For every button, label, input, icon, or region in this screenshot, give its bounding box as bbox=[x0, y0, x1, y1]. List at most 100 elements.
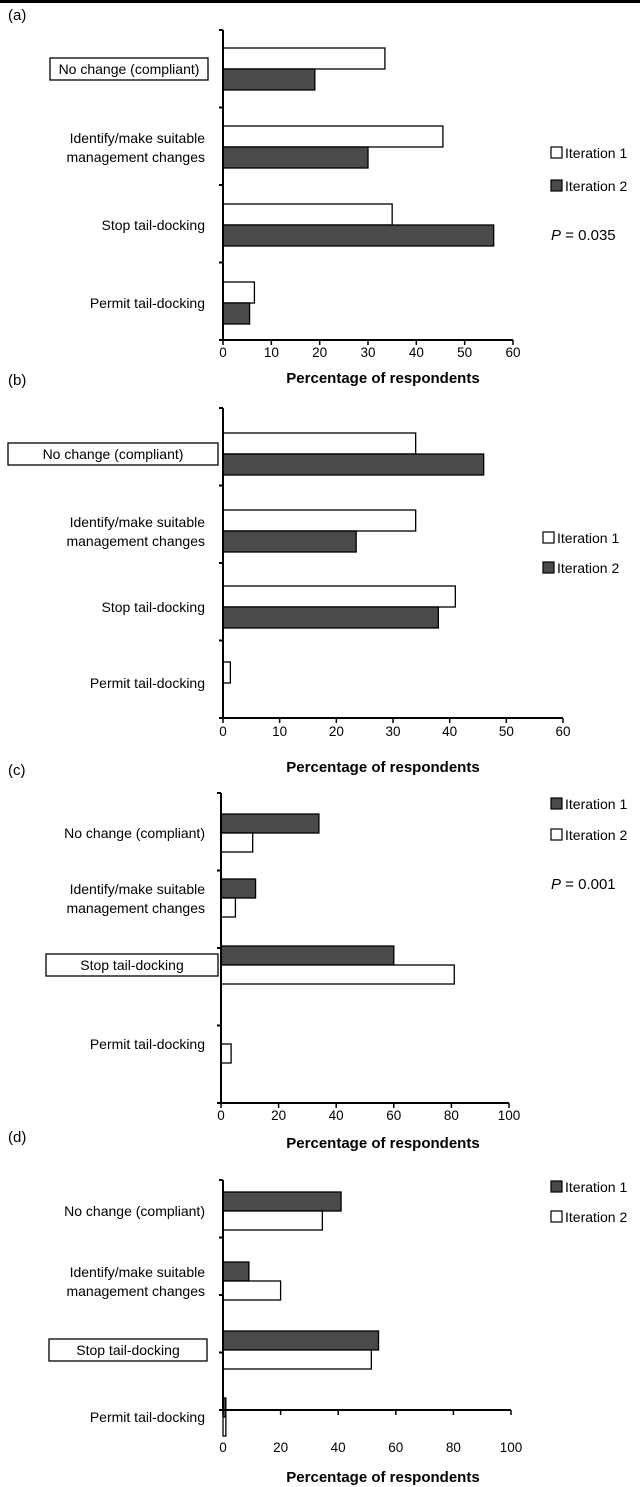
panel-label: (d) bbox=[8, 1129, 26, 1146]
category-label: Stop tail-docking bbox=[76, 1342, 180, 1358]
bar bbox=[222, 432, 417, 455]
legend-swatch bbox=[550, 797, 563, 810]
x-tick-label: 40 bbox=[331, 1440, 346, 1455]
bar bbox=[220, 945, 395, 966]
category-label-line: Permit tail-docking bbox=[90, 675, 205, 691]
category-label: Permit tail-docking bbox=[90, 295, 205, 311]
category-label: No change (compliant) bbox=[64, 1203, 205, 1219]
x-tick-label: 40 bbox=[329, 1108, 344, 1123]
chart-panel-d: (d) No change (compliant) Identify/make su… bbox=[8, 1129, 627, 1486]
category-label-line: No change (compliant) bbox=[64, 1203, 205, 1219]
legend-entry: Iteration 1 bbox=[565, 145, 627, 161]
x-axis-title: Percentage of respondents bbox=[286, 759, 479, 776]
bar bbox=[222, 453, 485, 476]
x-tick-label: 50 bbox=[457, 345, 472, 360]
legend-swatch bbox=[550, 179, 563, 192]
p-value-annotation: P = 0.001 bbox=[551, 876, 616, 893]
x-tick-label: 0 bbox=[219, 1440, 227, 1455]
category-label: Identify/make suitable management changes bbox=[66, 881, 205, 916]
bar bbox=[222, 224, 495, 247]
category-label-line: Permit tail-docking bbox=[90, 1036, 205, 1052]
legend-entry: Iteration 2 bbox=[565, 1209, 627, 1225]
bar bbox=[222, 146, 369, 169]
category-label: No change (compliant) bbox=[59, 61, 200, 77]
bar bbox=[222, 302, 251, 325]
bar bbox=[222, 47, 386, 70]
x-tick-label: 60 bbox=[505, 345, 520, 360]
x-axis-title: Percentage of respondents bbox=[286, 370, 479, 387]
category-label: No change (compliant) bbox=[43, 446, 184, 462]
panel-label: (c) bbox=[8, 762, 26, 779]
x-axis-title: Percentage of respondents bbox=[286, 1469, 479, 1486]
category-label: Identify/make suitable management changes bbox=[66, 1264, 205, 1299]
legend-swatch bbox=[550, 1180, 563, 1193]
category-label-line: Identify/make suitable bbox=[70, 881, 206, 897]
x-tick-label: 20 bbox=[329, 724, 344, 739]
x-tick-label: 30 bbox=[360, 345, 375, 360]
bar bbox=[222, 1280, 282, 1301]
x-tick-label: 0 bbox=[217, 1108, 225, 1123]
bar bbox=[220, 897, 237, 918]
category-label-line: No change (compliant) bbox=[64, 825, 205, 841]
x-tick-label: 80 bbox=[446, 1440, 461, 1455]
chart-panel-c: (c) No change (compliant) Identify/make su… bbox=[8, 762, 627, 1152]
category-label: Stop tail-docking bbox=[101, 599, 205, 615]
x-tick-label: 40 bbox=[442, 724, 457, 739]
category-label-box bbox=[48, 1338, 208, 1362]
bar bbox=[222, 281, 256, 304]
x-tick-label: 10 bbox=[272, 724, 287, 739]
x-tick-label: 20 bbox=[312, 345, 327, 360]
category-label-line: Stop tail-docking bbox=[101, 217, 205, 233]
category-label-line: Identify/make suitable bbox=[70, 130, 206, 146]
legend-entry: Iteration 2 bbox=[565, 178, 627, 194]
legend-swatch bbox=[550, 1210, 563, 1223]
x-axis-title: Percentage of respondents bbox=[286, 1135, 479, 1152]
x-tick-label: 60 bbox=[555, 724, 570, 739]
category-label: Permit tail-docking bbox=[90, 1409, 205, 1425]
category-label-line: Identify/make suitable bbox=[70, 514, 206, 530]
category-label: Permit tail-docking bbox=[90, 1036, 205, 1052]
x-tick-label: 50 bbox=[499, 724, 514, 739]
bar bbox=[220, 1043, 232, 1064]
bar bbox=[222, 509, 417, 532]
legend-entry: Iteration 1 bbox=[565, 796, 627, 812]
x-tick-label: 100 bbox=[498, 1108, 521, 1123]
x-tick-label: 10 bbox=[264, 345, 279, 360]
chart-panel-a: (a) No change (compliant) Identify/make su… bbox=[8, 7, 627, 387]
category-label: Permit tail-docking bbox=[90, 675, 205, 691]
category-label: Identify/make suitable management changes bbox=[66, 130, 205, 165]
bar bbox=[222, 1349, 372, 1370]
x-tick-label: 0 bbox=[219, 345, 227, 360]
category-label-line: management changes bbox=[66, 900, 205, 916]
legend-entry: Iteration 2 bbox=[565, 827, 627, 843]
panel-label: (a) bbox=[8, 7, 26, 24]
chart-panel-b: (b) No change (compliant) Identify/make su… bbox=[7, 372, 619, 776]
x-tick-label: 20 bbox=[273, 1440, 288, 1455]
x-tick-label: 60 bbox=[388, 1440, 403, 1455]
bar bbox=[220, 813, 320, 834]
bar bbox=[222, 585, 456, 608]
category-label: No change (compliant) bbox=[64, 825, 205, 841]
bar bbox=[222, 1191, 342, 1212]
category-label: Stop tail-docking bbox=[101, 217, 205, 233]
category-label-line: Identify/make suitable bbox=[70, 1264, 206, 1280]
legend-entry: Iteration 2 bbox=[557, 560, 619, 576]
p-value-symbol: P bbox=[551, 227, 561, 244]
bar bbox=[222, 661, 232, 684]
bar bbox=[220, 832, 254, 853]
legend-swatch bbox=[550, 828, 563, 841]
bar bbox=[222, 530, 357, 553]
category-label-line: management changes bbox=[66, 1283, 205, 1299]
category-label-box bbox=[7, 442, 219, 466]
x-tick-label: 20 bbox=[271, 1108, 286, 1123]
category-label-box bbox=[45, 953, 219, 977]
bar bbox=[222, 203, 393, 226]
category-label-line: Permit tail-docking bbox=[90, 1409, 205, 1425]
bar bbox=[222, 1210, 324, 1231]
legend-swatch bbox=[542, 531, 555, 544]
bar bbox=[222, 125, 444, 148]
bar bbox=[220, 964, 455, 985]
x-tick-label: 0 bbox=[219, 724, 227, 739]
category-label-box bbox=[49, 57, 209, 81]
